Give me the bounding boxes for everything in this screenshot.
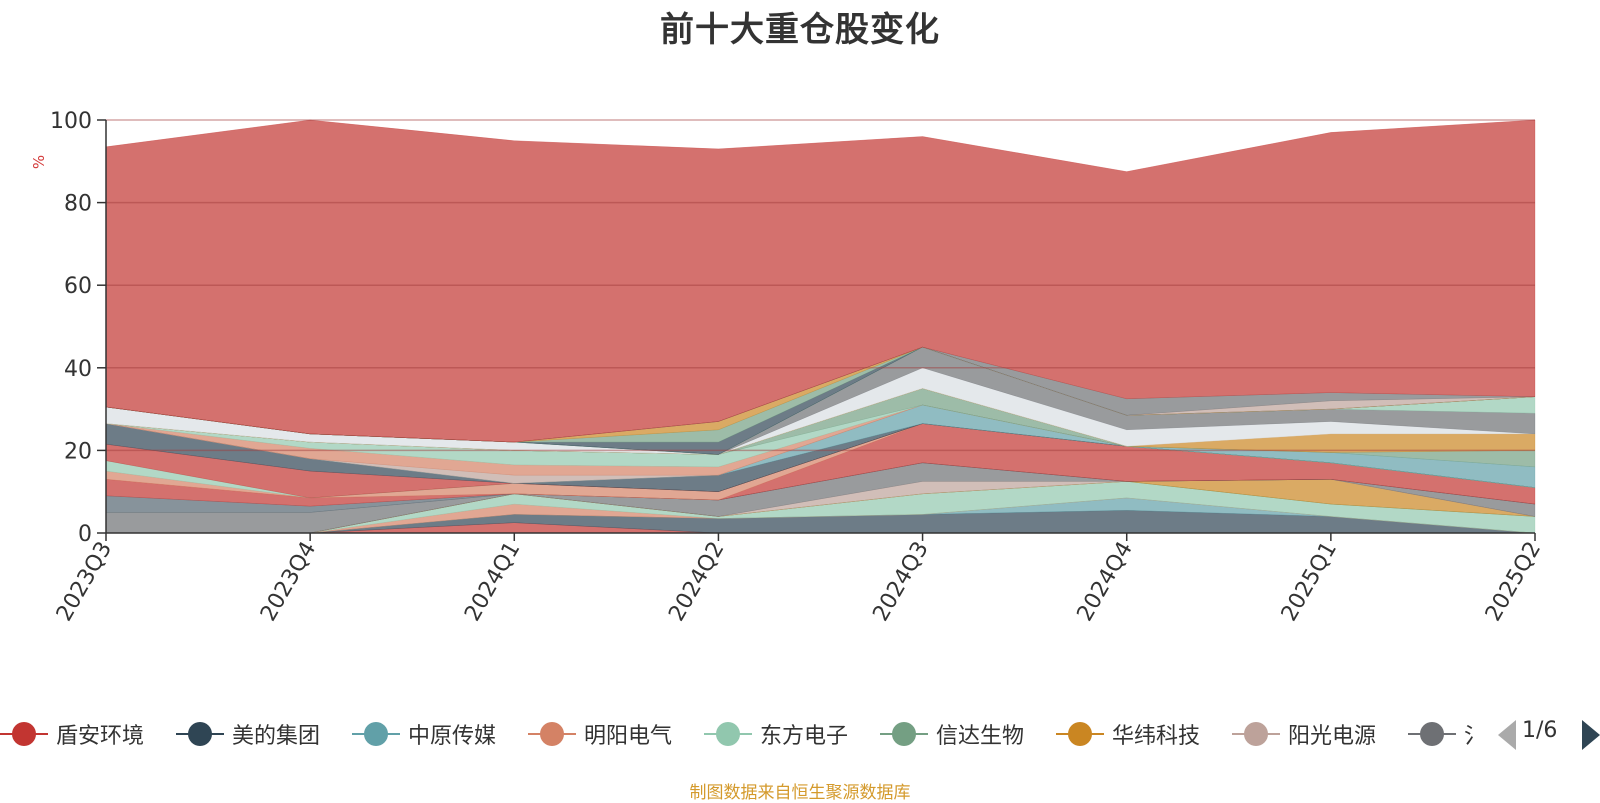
legend-label: 明阳电气 <box>584 724 673 749</box>
x-tick-label: 2024Q1 <box>460 538 525 626</box>
legend-label: 阳光电源 <box>1288 724 1377 749</box>
source-note: 制图数据来自恒生聚源数据库 <box>689 783 911 803</box>
legend-dot <box>364 722 388 746</box>
legend-label: 美的集团 <box>232 724 321 749</box>
legend-next-page-icon[interactable] <box>1582 720 1600 750</box>
x-tick-label: 2024Q3 <box>868 538 933 626</box>
legend-dot <box>188 722 212 746</box>
legend-dot <box>716 722 740 746</box>
legend-item[interactable]: 阳光电源 <box>1232 716 1376 752</box>
areas-layer <box>105 119 1536 534</box>
chart-title: 前十大重仓股变化 <box>660 10 940 50</box>
legend-label: 氵 <box>1464 724 1482 749</box>
legend-marker-icon <box>0 722 48 746</box>
legend-marker-icon <box>1232 722 1280 746</box>
x-tick-label: 2023Q4 <box>256 538 321 626</box>
legend-dot <box>12 722 36 746</box>
legend-pager: 1/6 <box>1498 716 1600 752</box>
legend-label: 东方电子 <box>760 724 849 749</box>
y-axis-label: % <box>30 155 48 169</box>
legend-marker-icon <box>176 722 224 746</box>
legend-label: 盾安环境 <box>56 724 145 749</box>
series-area <box>105 119 1536 443</box>
legend-clip: 氵 <box>1400 716 1482 752</box>
legend-dot <box>1244 722 1268 746</box>
legend-page-indicator: 1/6 <box>1522 718 1558 743</box>
y-tick-label: 80 <box>64 192 92 217</box>
legend-item[interactable]: 东方电子 <box>704 716 848 752</box>
legend-item[interactable]: 中原传媒 <box>352 716 496 752</box>
legend-prev-page-icon[interactable] <box>1498 720 1516 750</box>
x-tick-label: 2024Q2 <box>664 538 729 626</box>
grid-layer <box>106 119 1535 452</box>
y-tick-label: 100 <box>50 109 92 134</box>
legend-dot <box>1068 722 1092 746</box>
legend-label: 中原传媒 <box>408 724 497 749</box>
legend-item[interactable]: 盾安环境 <box>0 716 144 752</box>
x-tick-label: 2024Q4 <box>1073 538 1138 626</box>
legend-item[interactable]: 美的集团 <box>176 716 320 752</box>
legend-dot <box>892 722 916 746</box>
legend-marker-icon <box>1056 722 1104 746</box>
y-tick-label: 60 <box>64 274 92 299</box>
legend-marker-icon <box>880 722 928 746</box>
legend-dot <box>1420 722 1444 746</box>
x-tick-label: 2023Q3 <box>52 538 117 626</box>
legend-item[interactable]: 氵 <box>1408 716 1482 752</box>
legend-label: 华纬科技 <box>1112 724 1201 749</box>
y-tick-label: 40 <box>64 357 92 382</box>
legend-item[interactable]: 信达生物 <box>880 716 1024 752</box>
legend: 盾安环境 美的集团 中原传媒 明阳电气 东方电子 信达生物 华纬科技 <box>0 716 1600 752</box>
legend-marker-icon <box>1408 722 1456 746</box>
x-tick-label: 2025Q1 <box>1277 538 1342 626</box>
x-tick-label: 2025Q2 <box>1481 538 1546 626</box>
y-tick-label: 20 <box>64 439 92 464</box>
legend-dot <box>540 722 564 746</box>
legend-item[interactable]: 华纬科技 <box>1056 716 1200 752</box>
legend-label: 信达生物 <box>936 724 1025 749</box>
legend-marker-icon <box>704 722 752 746</box>
y-tick-label: 0 <box>78 522 92 547</box>
legend-marker-icon <box>352 722 400 746</box>
legend-item[interactable]: 明阳电气 <box>528 716 672 752</box>
legend-marker-icon <box>528 722 576 746</box>
